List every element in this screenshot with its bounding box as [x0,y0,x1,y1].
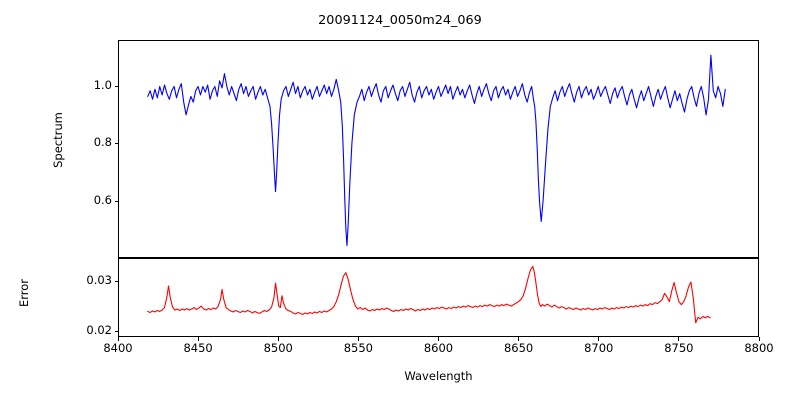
figure-title: 20091124_0050m24_069 [318,13,482,28]
x-tick-label: 8450 [183,341,213,355]
error-line [147,265,711,324]
spectrum-y-tick-label: 0.6 [93,192,112,207]
x-tick-mark [277,337,279,341]
x-tick-mark [357,337,359,341]
x-tick-mark [117,337,119,341]
error-y-tick-label: 0.03 [86,272,112,287]
x-tick-label: 8550 [343,341,374,355]
error-y-tick-mark [114,330,118,332]
x-tick-label: 8750 [664,341,694,355]
x-tick-label: 8400 [103,341,133,355]
error-plot-area [118,258,759,337]
x-tick-mark [438,337,439,341]
x-tick-mark [518,337,520,341]
x-tick-label: 8800 [744,341,774,355]
spectrum-series-svg [147,54,726,247]
x-tick-label: 8600 [423,341,454,355]
error-axis-label: Error [17,278,31,308]
spectrum-plot-area [118,40,759,258]
x-tick-mark [598,337,600,341]
spectrum-axis-label: Spectrum [51,112,65,168]
spectrum-y-tick-label: 1.0 [93,77,112,92]
spectrum-y-tick-label: 0.8 [93,135,112,150]
spectrum-y-tick-mark [114,200,118,202]
error-y-tick-label: 0.02 [86,322,112,337]
spectrum-line [147,54,726,247]
spectrum-y-tick-mark [114,143,118,145]
x-tick-label: 8700 [584,341,614,355]
x-tick-label: 8650 [503,341,534,355]
x-tick-mark [678,337,680,341]
error-series-svg [147,265,711,324]
spectrum-y-tick-mark [114,85,118,87]
x-axis-label: Wavelength [404,369,473,383]
x-tick-label: 8500 [263,341,293,355]
error-y-tick-mark [114,280,118,282]
x-tick-mark [197,337,199,341]
x-tick-mark [758,337,760,341]
